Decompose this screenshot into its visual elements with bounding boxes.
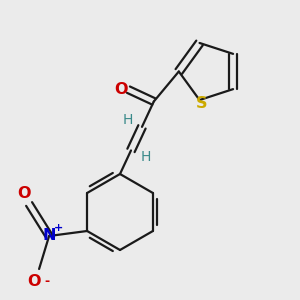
- Text: -: -: [44, 274, 50, 287]
- Text: O: O: [17, 187, 31, 202]
- Text: O: O: [27, 274, 41, 289]
- Text: H: H: [122, 113, 133, 127]
- Text: +: +: [53, 223, 63, 233]
- Text: S: S: [196, 95, 207, 110]
- Text: N: N: [42, 229, 56, 244]
- Text: O: O: [115, 82, 128, 97]
- Text: H: H: [140, 150, 151, 164]
